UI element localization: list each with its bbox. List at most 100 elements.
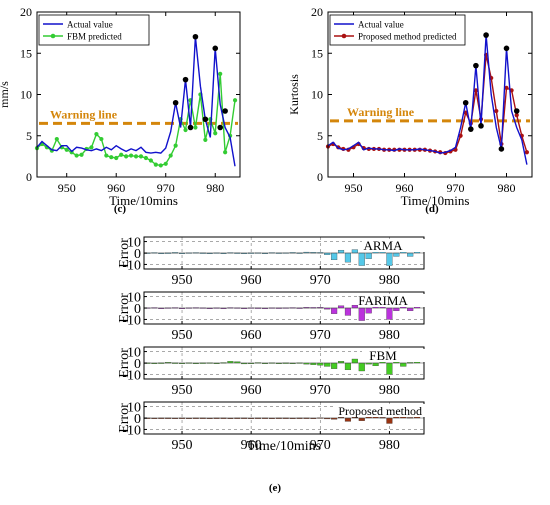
series-point [64,147,69,152]
series-point [458,133,463,138]
y-tick-label: 10 [127,401,141,416]
x-axis-title: Time/10mins [109,193,178,208]
y-tick-label: 20 [311,5,323,19]
y-tick-label: 0 [134,247,141,262]
series-title: FARIMA [358,293,408,308]
error-bar [344,417,352,422]
x-tick-label: 960 [241,328,262,343]
highlight-point [468,126,474,132]
legend-label: Proposed method predicted [358,32,457,42]
error-bar [407,252,414,257]
x-tick-label: 950 [172,383,193,398]
series-point [89,145,94,150]
error-bar [351,304,358,309]
highlight-point [217,124,223,131]
warning-line-label: Warning line [347,105,415,119]
x-tick-label: 960 [241,438,262,453]
series-point [473,88,478,93]
series-point [79,152,84,157]
error-bar [386,362,393,375]
error-bar [386,417,393,424]
series-point [133,154,139,159]
error-bar [358,252,365,266]
highlight-point [478,123,484,129]
error-bar [337,305,345,309]
error-bar [358,417,365,421]
x-tick-label: 980 [206,181,224,195]
series-point [183,127,188,133]
y-tick-label: 0 [134,357,141,372]
y-tick-label: 10 [311,88,323,102]
y-tick-label: 10 [20,88,32,102]
x-tick-label: 970 [310,438,331,453]
series-point [74,153,79,158]
x-tick-label: 980 [379,273,400,288]
warning-line-label: Warning line [50,107,118,121]
highlight-point [473,62,479,69]
x-tick-label: 980 [379,383,400,398]
series-point [218,71,223,76]
series-point [524,150,530,155]
series-title-bg [333,404,451,417]
y-axis-title: Error [117,348,132,378]
error-bar [344,307,352,316]
panel-label: (d) [425,203,439,215]
legend-label: FBM predicted [67,32,122,42]
x-tick-label: 960 [241,273,262,288]
series-point [119,152,124,157]
x-tick-label: 970 [310,328,331,343]
line-panel-d: Warning line 950 960 970 980 0 5 10 15 20 Time/10m… [287,5,533,215]
error-panel-farima: 100-10 950 960 970 980 Error FARIMA [117,291,440,343]
series-point [173,143,178,148]
x-tick-label: 970 [310,273,331,288]
y-tick-label: 20 [20,5,32,19]
x-axis-title: Time/10mins [401,193,470,208]
x-tick-label: 980 [498,181,516,195]
highlight-point [212,45,219,52]
y-tick-label: -10 [122,313,141,328]
legend-box [38,14,150,46]
series-title: FBM [369,348,397,363]
series-point [223,150,228,155]
highlight-point [192,33,199,40]
error-bar [351,358,358,364]
y-tick-label: 0 [317,170,323,184]
x-tick-label: 970 [157,181,175,195]
y-tick-label: -10 [122,368,141,383]
error-x-axis-title: Time/10mins [247,439,321,454]
series-title: Proposed method [338,404,422,418]
highlight-point [483,32,489,38]
highlight-point [498,146,505,152]
legend-box [329,14,466,46]
error-bar [400,362,407,367]
series-line-0 [327,35,528,165]
error-bar [351,249,358,254]
series-point [504,85,509,90]
series-point [94,132,99,137]
error-bar [337,249,345,254]
x-tick-label: 970 [310,383,331,398]
y-tick-label: 5 [26,129,32,143]
error-bar [344,362,352,371]
series-point [514,113,519,118]
x-tick-label: 950 [172,328,193,343]
highlight-point [513,108,520,114]
panel-label: (e) [269,482,282,494]
y-tick-label: -10 [122,423,141,438]
error-bar [358,362,365,372]
highlight-point [503,45,510,52]
series-point [128,153,134,158]
series-point [168,153,173,158]
series-point [124,154,129,159]
y-tick-label: 10 [127,236,141,251]
error-panel-proposed-method: 100-10 950 960 970 980 Error Proposed method [117,401,451,453]
error-bar [386,307,393,320]
x-tick-label: 960 [396,181,414,195]
series-point [232,98,238,103]
series-title: ARMA [363,238,403,253]
series-point [148,158,153,163]
x-tick-label: 950 [172,438,193,453]
panel-label: (c) [114,203,127,215]
error-panel-fbm: 100-10 950 960 970 980 Error FBM [117,346,440,398]
series-point [99,136,104,142]
